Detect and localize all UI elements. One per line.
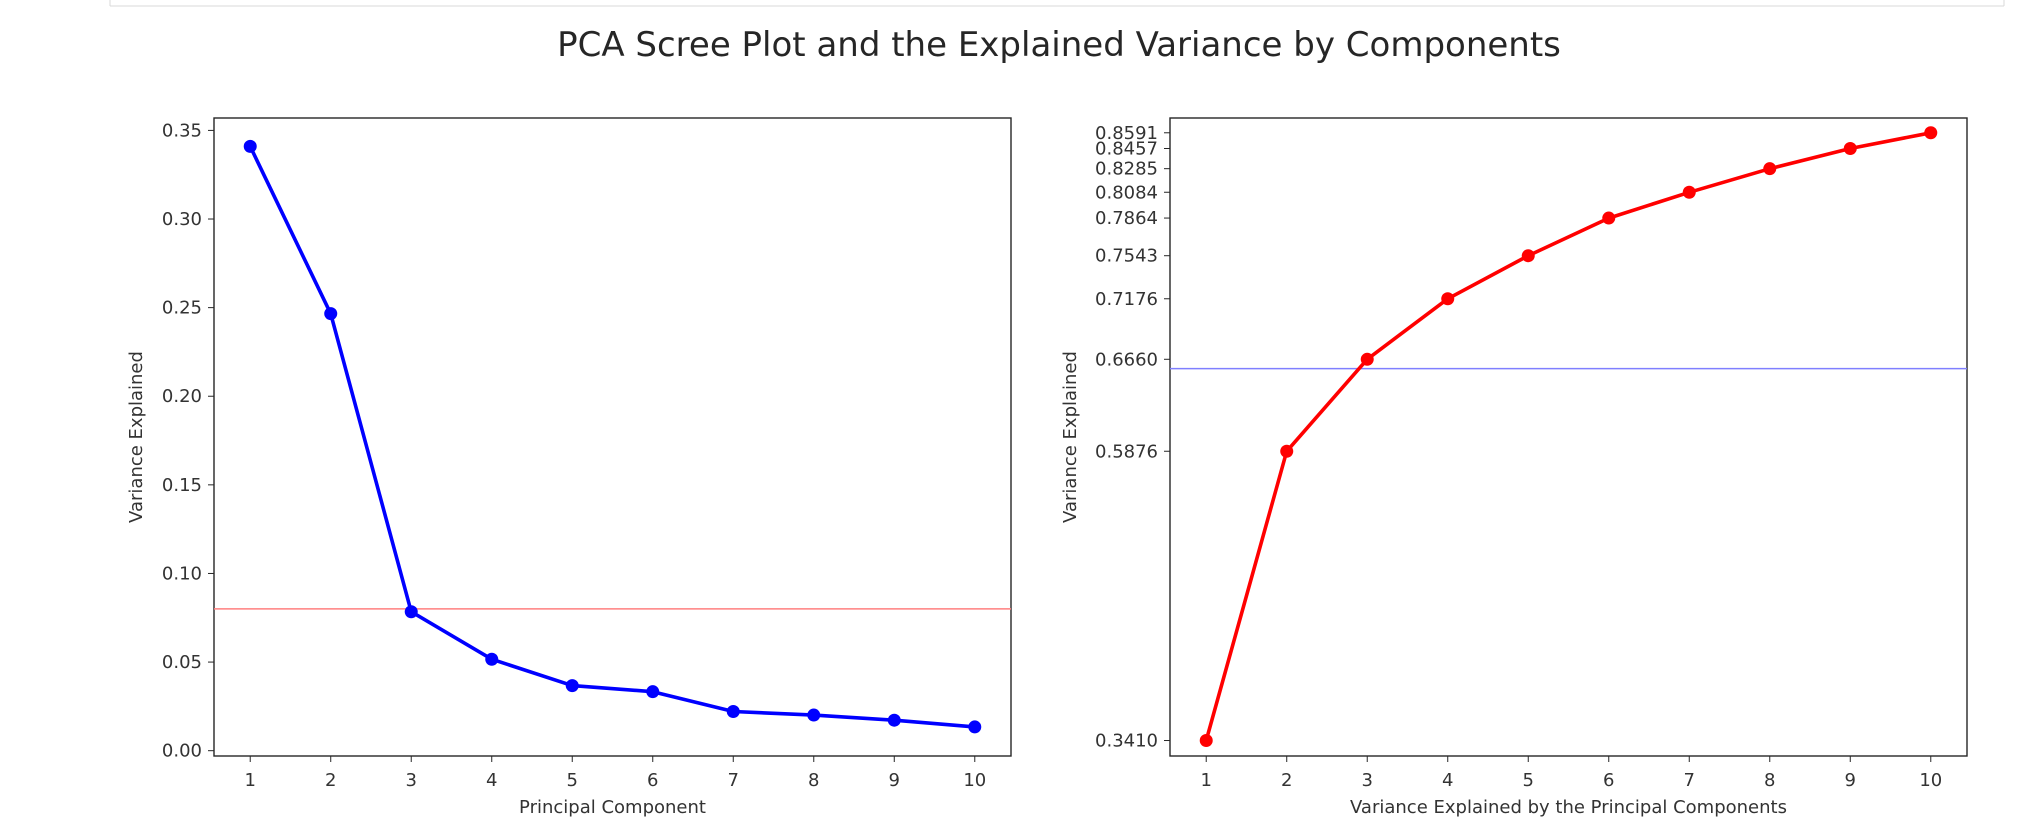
series-line (248, 145, 975, 729)
data-point (1280, 444, 1294, 458)
data-point (1521, 249, 1535, 263)
x-tick-label: 8 (1764, 770, 1775, 791)
figure-suptitle: PCA Scree Plot and the Explained Varianc… (557, 25, 1561, 65)
x-tick-label: 1 (1201, 770, 1212, 791)
x-tick-label: 4 (1442, 770, 1453, 791)
x-tick-label: 10 (963, 770, 986, 791)
x-tick-label: 8 (808, 770, 819, 791)
x-tick-label: 3 (406, 770, 417, 791)
x-tick-label: 9 (889, 770, 900, 791)
data-point (887, 713, 901, 727)
data-point (726, 705, 740, 719)
y-axis-label: Variance Explained (1060, 351, 1081, 523)
data-point (1843, 141, 1857, 155)
y-tick-label: 0.6660 (1095, 349, 1158, 370)
scree-plot-axes: 1 2 3 4 5 6 7 8 9 10 0.00 0.05 0.10 0.15 0.20 0.25 0.30 0… (126, 117, 1012, 818)
x-tick-label: 2 (1281, 770, 1292, 791)
y-tick-label: 0.7176 (1095, 289, 1158, 310)
x-axis-label: Variance Explained by the Principal Comp… (1350, 797, 1787, 818)
y-tick-label: 0.5876 (1095, 441, 1158, 462)
x-tick-label: 6 (1603, 770, 1614, 791)
y-tick-label: 0.8591 (1095, 123, 1158, 144)
data-point (485, 652, 499, 666)
y-tick-label: 0.3410 (1095, 731, 1158, 752)
x-tick-label: 7 (728, 770, 739, 791)
x-tick-label: 9 (1845, 770, 1856, 791)
y-tick-label: 0.7864 (1095, 208, 1158, 229)
data-point (807, 708, 821, 722)
y-tick-label: 0.30 (162, 209, 202, 230)
y-tick-label: 0.05 (162, 652, 202, 673)
y-tick-label: 0.7543 (1095, 246, 1158, 267)
axes-frame (213, 117, 1012, 757)
data-point (1924, 126, 1938, 140)
data-point (243, 139, 257, 153)
data-point (1682, 185, 1696, 199)
y-axis-label: Variance Explained (126, 351, 147, 523)
x-tick-label: 3 (1362, 770, 1373, 791)
x-tick-label: 10 (1919, 770, 1942, 791)
series-line (1204, 131, 1932, 741)
y-tick-label: 0.15 (162, 475, 202, 496)
x-tick-label: 5 (567, 770, 578, 791)
data-point (324, 307, 338, 321)
y-tick-label: 0.8285 (1095, 159, 1158, 180)
data-point (1763, 162, 1777, 176)
cumulative-variance-axes: 1 2 3 4 5 6 7 8 9 10 0.3410 0.5876 0.6660 0.7176 0.754… (1060, 117, 1968, 818)
data-point (968, 720, 982, 734)
data-point (1360, 352, 1374, 366)
data-point (565, 679, 579, 693)
y-tick-label: 0.8084 (1095, 182, 1158, 203)
y-tick-label: 0.25 (162, 298, 202, 319)
y-tick-label: 0.00 (162, 741, 202, 762)
x-tick-label: 6 (647, 770, 658, 791)
y-tick-label: 0.35 (162, 120, 202, 141)
data-point (1199, 734, 1213, 748)
data-point (1602, 211, 1616, 225)
data-point (646, 685, 660, 699)
x-tick-label: 2 (325, 770, 336, 791)
axes-frame (1169, 117, 1968, 757)
y-tick-label: 0.20 (162, 386, 202, 407)
data-point (1441, 292, 1455, 306)
x-tick-label: 4 (486, 770, 497, 791)
x-tick-label: 7 (1684, 770, 1695, 791)
x-tick-label: 5 (1523, 770, 1534, 791)
y-tick-label: 0.8457 (1095, 138, 1158, 159)
x-axis-label: Principal Component (519, 797, 706, 818)
y-tick-label: 0.10 (162, 563, 202, 584)
data-point (404, 605, 418, 619)
x-tick-label: 1 (245, 770, 256, 791)
